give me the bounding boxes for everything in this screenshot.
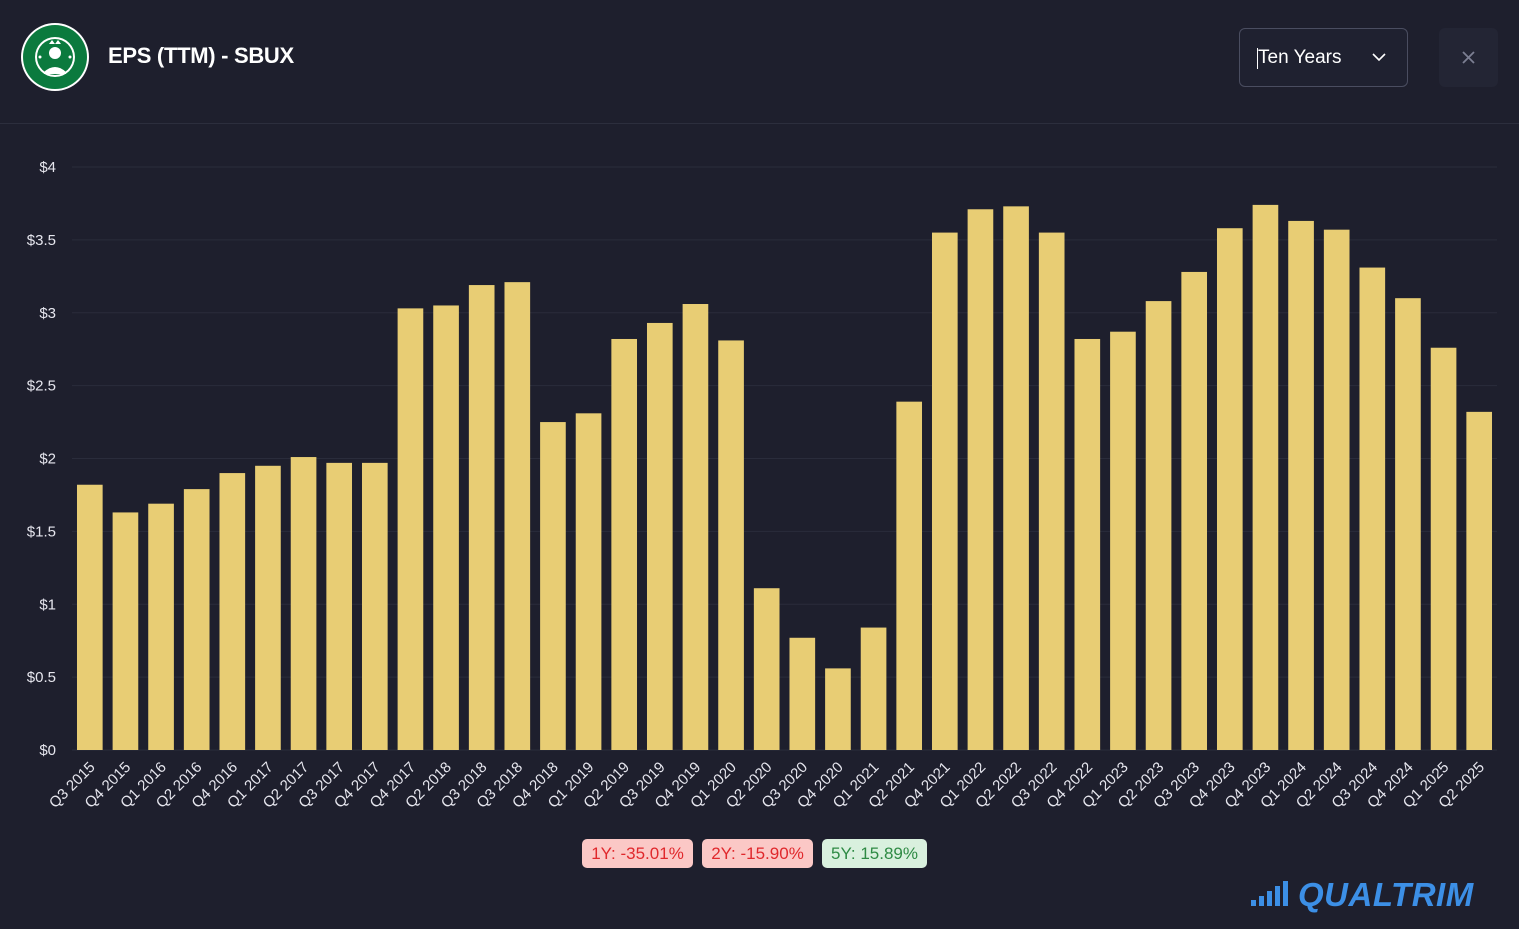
bar[interactable] [718,340,744,750]
bar[interactable] [433,305,459,750]
qualtrim-brand: QUALTRIM [1250,876,1495,913]
growth-badge-5y: 5Y: 15.89% [822,839,927,868]
growth-badge-2y: 2Y: -15.90% [702,839,813,868]
header: EPS (TTM) - SBUX Ten Years [0,0,1519,124]
chevron-down-icon [1369,47,1389,67]
y-tick-label: $2.5 [27,378,56,395]
bar[interactable] [148,503,174,750]
growth-badges: 1Y: -35.01% 2Y: -15.90% 5Y: 15.89% [0,839,1519,869]
bar[interactable] [397,308,424,750]
bar[interactable] [1288,220,1314,750]
bar[interactable] [76,484,103,750]
y-tick-label: $1.5 [27,523,56,540]
growth-badge-1y: 1Y: -35.01% [582,839,693,868]
eps-bar-chart: $0 $0.5 $1 $1.5 $2 $2.5 $3 $3.5 $4 Q3 2015 Q4 2015… [0,124,1519,854]
bar[interactable] [646,322,673,750]
bar[interactable] [1216,228,1243,751]
y-tick-label: $2 [39,451,56,468]
bar[interactable] [326,462,353,750]
signal-bars-icon [1251,881,1288,906]
bar[interactable] [1074,338,1101,750]
close-button[interactable] [1439,28,1498,87]
bar[interactable] [504,282,531,750]
bar[interactable] [1466,411,1493,750]
brand-name: QUALTRIM [1298,876,1474,913]
bar[interactable] [1110,331,1136,750]
starbucks-logo-icon [20,22,90,92]
bar[interactable] [1395,298,1421,750]
bar[interactable] [1181,271,1208,750]
close-icon [1462,51,1475,64]
bar[interactable] [290,457,317,750]
y-tick-label: $4 [39,159,56,176]
bar[interactable] [1323,229,1350,751]
bar[interactable] [112,512,139,750]
bar[interactable] [1038,232,1065,750]
bar[interactable] [789,637,816,750]
bar[interactable] [896,401,923,750]
bar[interactable] [825,668,851,750]
bar[interactable] [753,588,780,750]
time-range-value: Ten Years [1256,47,1342,69]
bar[interactable] [1430,347,1457,750]
y-tick-label: $1 [39,596,56,613]
bar[interactable] [860,627,887,750]
bar[interactable] [1359,267,1386,750]
bar[interactable] [468,285,495,750]
bar[interactable] [1003,206,1029,750]
bar[interactable] [967,209,994,750]
y-tick-label: $3.5 [27,232,56,249]
bar[interactable] [1252,204,1279,750]
bar[interactable] [931,232,958,750]
page-title: EPS (TTM) - SBUX [108,43,294,68]
bar[interactable] [575,413,602,750]
bar[interactable] [183,489,210,750]
bar[interactable] [219,473,246,750]
bar[interactable] [682,304,709,750]
time-range-select[interactable]: Ten Years [1239,28,1408,87]
bar[interactable] [255,465,281,750]
bar[interactable] [361,462,388,750]
bar[interactable] [540,422,566,750]
y-tick-label: $3 [39,305,56,322]
bar[interactable] [611,338,638,750]
bar[interactable] [1145,301,1172,750]
y-tick-label: $0.5 [27,669,56,686]
y-tick-label: $0 [39,742,56,759]
